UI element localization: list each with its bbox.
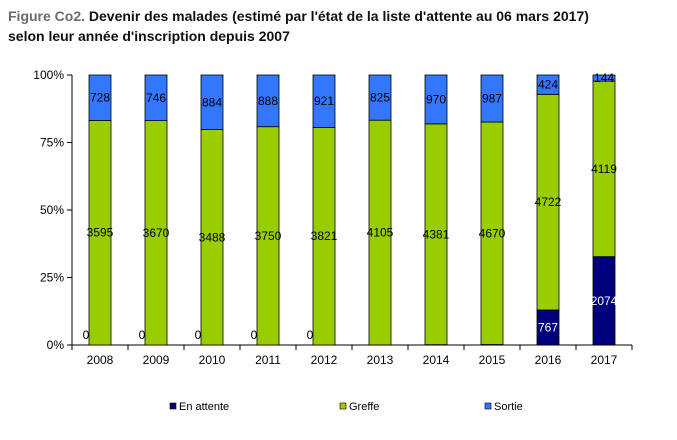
bar-segment-sortie-2011: [256, 74, 280, 128]
data-label-en-attente-2012: 0: [307, 328, 314, 342]
bar-segment-sortie-2012: [312, 74, 336, 128]
legend-swatch-en-attente: [169, 402, 177, 410]
data-label-en-attente-2010: 0: [195, 328, 202, 342]
data-label-greffe-2015: 4670: [479, 226, 506, 240]
x-tick-label: 2011: [255, 353, 281, 367]
data-label-sortie-2017: 144: [594, 71, 614, 85]
data-label-sortie-2012: 921: [314, 94, 334, 108]
bar-segment-sortie-2008: [88, 74, 112, 121]
data-label-sortie-2011: 888: [258, 94, 278, 108]
data-label-en-attente-2008: 0: [83, 328, 90, 342]
x-tick-label: 2017: [591, 353, 618, 367]
bar-segment-sortie-2013: [368, 74, 392, 121]
data-label-sortie-2014: 970: [426, 92, 446, 106]
x-tick-label: 2010: [199, 353, 226, 367]
data-label-en-attente-2009: 0: [139, 328, 146, 342]
bar-segment-sortie-2016: [536, 74, 560, 95]
bar-segment-sortie-2010: [200, 74, 224, 130]
data-label-greffe-2011: 3750: [255, 229, 282, 243]
legend-label-sortie: Sortie: [494, 401, 523, 413]
data-label-sortie-2013: 825: [370, 91, 390, 105]
y-tick-label: 25%: [40, 271, 64, 285]
data-label-sortie-2009: 746: [146, 91, 166, 105]
bar-segment-sortie-2009: [144, 74, 168, 122]
bar-segment-sortie-2014: [424, 74, 448, 125]
figure-number: Figure Co2.: [8, 8, 86, 24]
bar-segment-sortie-2015: [480, 74, 504, 123]
data-label-sortie-2015: 987: [482, 92, 502, 106]
data-label-greffe-2013: 4105: [367, 226, 394, 240]
data-label-greffe-2012: 3821: [311, 229, 338, 243]
legend-label-en-attente: En attente: [179, 401, 229, 413]
data-label-greffe-2016: 4722: [535, 195, 562, 209]
data-label-en-attente-2017: 2074: [591, 294, 618, 308]
data-label-sortie-2010: 884: [202, 95, 222, 109]
data-label-greffe-2010: 3488: [199, 230, 226, 244]
x-tick-label: 2013: [367, 353, 394, 367]
legend-label-greffe: Greffe: [349, 401, 379, 413]
chart-title: Figure Co2. Devenir des malades (estimé …: [8, 6, 668, 46]
legend-swatch-greffe: [339, 402, 347, 410]
data-label-en-attente-2016: 767: [538, 320, 558, 334]
data-label-greffe-2017: 4119: [591, 162, 617, 176]
bar-segment-sortie-2017: [592, 74, 616, 82]
data-label-greffe-2009: 3670: [143, 226, 170, 240]
y-tick-label: 100%: [33, 68, 64, 82]
x-tick-label: 2012: [311, 353, 338, 367]
x-tick-label: 2014: [423, 353, 450, 367]
y-tick-label: 75%: [40, 136, 64, 150]
legend-swatch-sortie: [484, 402, 492, 410]
x-tick-label: 2015: [479, 353, 506, 367]
data-label-greffe-2014: 4381: [423, 227, 450, 241]
data-label-greffe-2008: 3595: [87, 226, 114, 240]
y-tick-label: 50%: [40, 203, 64, 217]
data-label-sortie-2008: 728: [90, 91, 110, 105]
x-tick-label: 2008: [87, 353, 114, 367]
x-tick-label: 2016: [535, 353, 562, 367]
data-label-en-attente-2011: 0: [251, 328, 258, 342]
data-label-sortie-2016: 424: [538, 78, 558, 92]
x-tick-label: 2009: [143, 353, 170, 367]
y-tick-label: 0%: [47, 338, 65, 352]
title-line2: selon leur année d'inscription depuis 20…: [8, 28, 290, 44]
title-text: Devenir des malades (estimé par l'état d…: [88, 8, 589, 24]
